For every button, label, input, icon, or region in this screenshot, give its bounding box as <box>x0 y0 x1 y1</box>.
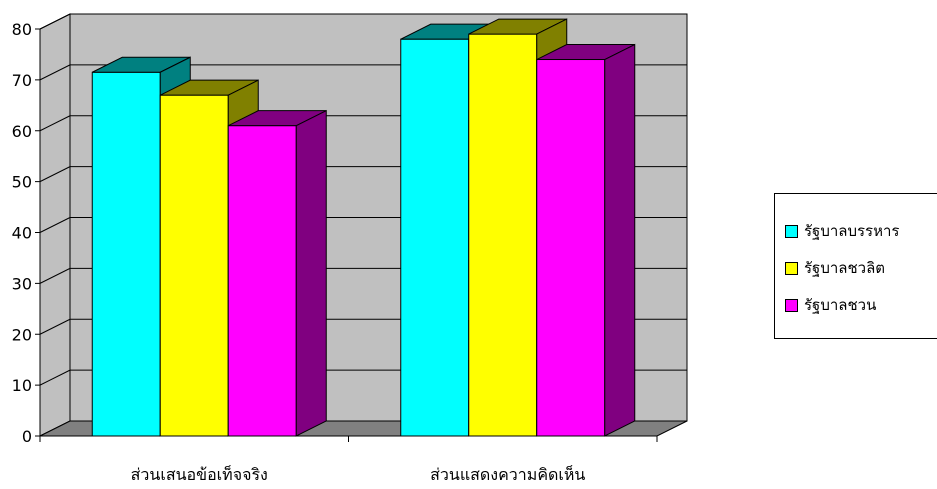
y-tick-label: 0 <box>22 427 32 446</box>
gridline-side <box>39 217 71 233</box>
legend-item-1: รัฐบาลบรรหาร <box>785 220 899 242</box>
bar-front <box>400 38 470 437</box>
gridline-side <box>39 369 71 386</box>
legend-swatch-1 <box>785 224 798 238</box>
gridline-side <box>39 166 71 183</box>
bar-front <box>536 59 606 437</box>
legend-swatch-2 <box>785 261 798 275</box>
legend-label-3: รัฐบาลชวน <box>804 296 877 314</box>
bar-front <box>227 125 297 437</box>
y-tick-label: 60 <box>12 122 32 141</box>
gridline-side <box>39 64 71 81</box>
bar-side <box>295 109 327 437</box>
y-tick-label: 20 <box>12 325 32 344</box>
bar-side <box>604 43 636 437</box>
gridline-side <box>39 115 71 132</box>
gridline-side <box>39 267 71 284</box>
bar-front <box>91 71 161 437</box>
legend-label-2: รัฐบาลชวลิต <box>804 259 886 277</box>
y-tick-label: 30 <box>12 274 32 293</box>
tick-labels: 0 10 20 30 40 50 60 70 80 ส่วนเสนอข้อเท็จจริง ส่วน… <box>12 20 586 484</box>
y-tick-label: 40 <box>12 224 32 243</box>
y-tick-label: 50 <box>12 173 32 192</box>
bar-front <box>468 33 538 437</box>
gridline-side <box>39 13 71 30</box>
legend-item-2: รัฐบาลชวลิต <box>785 257 885 279</box>
gridline-side <box>39 318 71 335</box>
legend: รัฐบาลบรรหาร รัฐบาลชวลิต รัฐบาลชวน <box>774 193 937 339</box>
legend-label-1: รัฐบาลบรรหาร <box>804 222 900 240</box>
legend-item-3: รัฐบาลชวน <box>785 294 876 316</box>
legend-swatch-3 <box>785 298 798 312</box>
y-tick-label: 70 <box>12 71 32 90</box>
bar-front <box>159 94 229 437</box>
x-tick-label: ส่วนเสนอข้อเท็จจริง <box>131 464 268 484</box>
x-tick-label: ส่วนแสดงความคิดเห็น <box>430 464 585 484</box>
y-tick-label: 80 <box>12 20 32 39</box>
bars <box>91 18 636 437</box>
y-tick-label: 10 <box>12 376 32 395</box>
